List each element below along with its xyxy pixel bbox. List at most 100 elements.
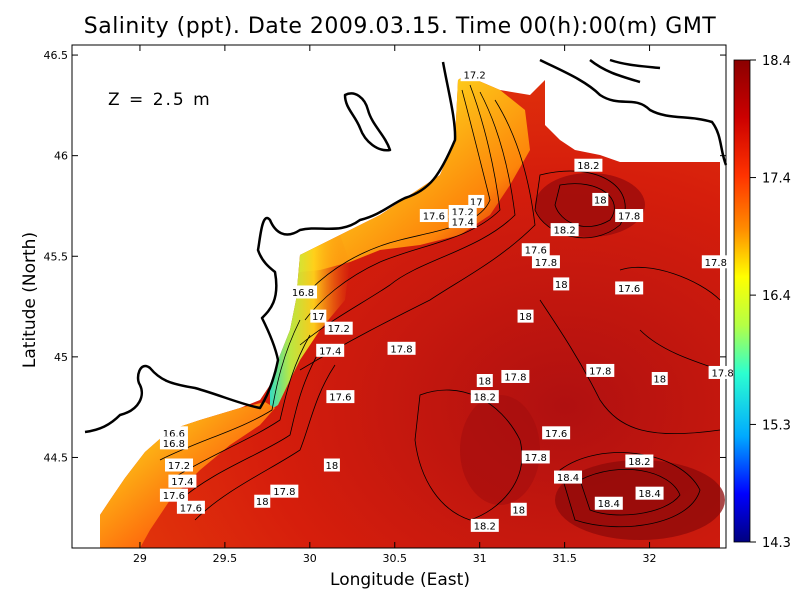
contour-label-bg: [419, 209, 448, 223]
colorbar-tick-label: 17.4: [762, 172, 791, 187]
contour-label-bg: [289, 285, 318, 299]
contour-label-bg: [708, 365, 737, 379]
contour-label-bg: [316, 343, 345, 357]
x-axis-label: Longitude (East): [330, 570, 470, 590]
contour-label-text: 16.8: [292, 288, 314, 299]
high-salinity-core-south: [555, 460, 725, 540]
contour-label-text: 17.2: [168, 461, 190, 472]
contour-label-text: 18: [653, 374, 666, 385]
contour-label: 18.4: [554, 470, 583, 484]
contour-label: 18: [592, 192, 609, 206]
coastline: [84, 58, 728, 434]
contour-label-bg: [323, 458, 340, 472]
contour-label-text: 17.4: [171, 477, 193, 488]
contour-label-bg: [176, 500, 205, 514]
contour-label-text: 17.4: [319, 346, 341, 357]
contour-label: 18: [254, 494, 271, 508]
contour-label-text: 17.6: [163, 491, 185, 502]
contour-label-text: 18: [519, 312, 532, 323]
contour-label-text: 18.4: [638, 489, 660, 500]
contour-label: 18: [651, 371, 668, 385]
contour-label-bg: [159, 426, 188, 440]
contour-label-bg: [448, 215, 477, 229]
contour-label: 17.6: [542, 426, 571, 440]
contour-labels: 17.218.21817.81717.217.417.618.217.617.8…: [159, 68, 737, 532]
x-tick-label: 29: [133, 552, 147, 565]
y-axis-label: Latitude (North): [20, 231, 40, 369]
contour-label: 17.8: [708, 365, 737, 379]
contour-label-text: 18.2: [553, 226, 575, 237]
contour-label-text: 18.2: [628, 457, 650, 468]
contour-label-text: 17: [312, 312, 325, 323]
y-tick-label: 45: [54, 351, 68, 364]
contour-label-bg: [470, 390, 499, 404]
contour-label: 17.8: [270, 484, 299, 498]
contour-label-bg: [470, 518, 499, 532]
contour-label-text: 17.6: [525, 246, 547, 257]
contour-label-text: 17.8: [711, 368, 733, 379]
contour-label-bg: [324, 321, 353, 335]
contour-label: 18.4: [594, 496, 623, 510]
contour-label-text: 18.2: [474, 393, 496, 404]
contour-label-bg: [542, 426, 571, 440]
contour-label: 17.6: [176, 500, 205, 514]
contour-label-text: 17.6: [180, 503, 202, 514]
contour-label: 17.6: [521, 243, 550, 257]
contour-label-bg: [510, 502, 527, 516]
x-tick-label: 30: [303, 552, 317, 565]
chart-title: Salinity (ppt). Date 2009.03.15. Time 00…: [83, 14, 717, 39]
x-tick-label: 29.5: [213, 552, 238, 565]
x-tick-label: 32: [643, 552, 657, 565]
contour-label-bg: [270, 484, 299, 498]
contour-label-text: 17.8: [535, 258, 557, 269]
contour-label: 16.8: [289, 285, 318, 299]
contour-label: 17: [468, 194, 485, 208]
contour-label-bg: [554, 470, 583, 484]
contour-label: 17.8: [586, 363, 615, 377]
contour-label-text: 18.2: [577, 161, 599, 172]
contour-label-bg: [615, 281, 644, 295]
contour-label-text: 18: [256, 497, 269, 508]
contour-label-text: 18.4: [598, 499, 620, 510]
contour-label-bg: [159, 436, 188, 450]
contour-label-text: 17.2: [452, 207, 474, 218]
contour-label-text: 18: [326, 461, 339, 472]
contour-label-bg: [159, 488, 188, 502]
contour-label: 17.6: [615, 281, 644, 295]
contour-label-bg: [574, 158, 603, 172]
contour-label-text: 17.8: [390, 344, 412, 355]
contour-label-bg: [701, 255, 730, 269]
contour-label: 17.2: [165, 458, 194, 472]
contour-label-text: 17.4: [452, 218, 474, 229]
contour-label-bg: [594, 496, 623, 510]
contour-label-bg: [476, 374, 493, 388]
contour-label: 18.2: [470, 390, 499, 404]
colorbar-tick-label: 14.3: [762, 536, 791, 551]
plot-frame: [71, 44, 727, 549]
x-tick-label: 31.5: [552, 552, 577, 565]
y-tick-label: 46.5: [44, 49, 69, 62]
contour-label-bg: [326, 390, 355, 404]
contour-label-bg: [460, 68, 489, 82]
contour-label: 17.4: [168, 474, 197, 488]
contour-label-bg: [615, 209, 644, 223]
contour-label: 18.2: [470, 518, 499, 532]
contour-label: 17.4: [316, 343, 345, 357]
contour-label-bg: [501, 369, 530, 383]
contour-label-text: 17.2: [328, 324, 350, 335]
contour-label-bg: [521, 450, 550, 464]
colorbar-tick-label: 15.3: [762, 418, 791, 433]
contour-label-bg: [387, 341, 416, 355]
contour-label: 17.8: [521, 450, 550, 464]
contour-label: 18.2: [574, 158, 603, 172]
contour-label-text: 17.6: [618, 284, 640, 295]
contour-label: 18: [517, 309, 534, 323]
contour-label-text: 16.6: [163, 429, 185, 440]
colorbar: 18.4 17.4 16.4 15.3 14.3: [733, 54, 791, 551]
contour-label: 18: [323, 458, 340, 472]
contour-label-bg: [651, 371, 668, 385]
contour-label-text: 18: [512, 505, 525, 516]
contour-label: 18.4: [635, 486, 664, 500]
contour-label: 18.2: [625, 454, 654, 468]
